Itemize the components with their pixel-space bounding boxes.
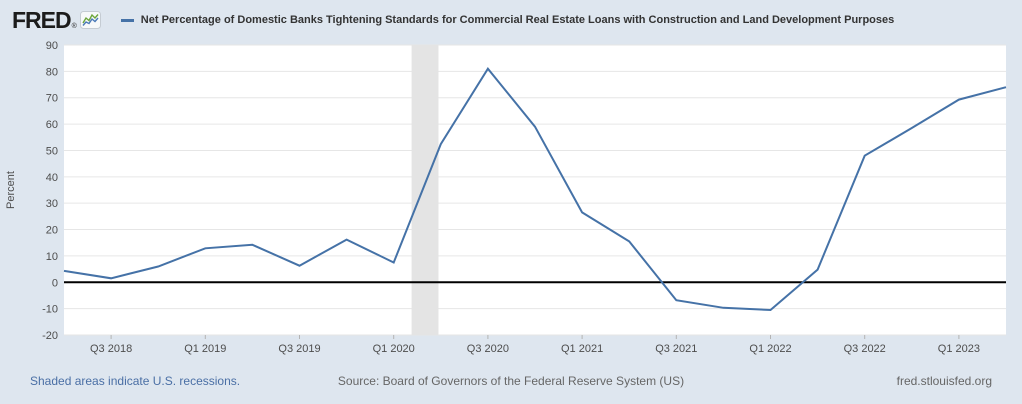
y-axis-tick-label: 90 [46, 40, 58, 52]
chart-header: FRED ® Net Percentage of Domestic Banks … [0, 0, 1022, 40]
registered-trademark-symbol: ® [71, 23, 77, 30]
fred-logo-text: FRED [12, 7, 72, 33]
y-axis-tick-label: 50 [46, 145, 58, 157]
y-axis-title: Percent [5, 171, 17, 209]
x-axis-tick-label: Q1 2023 [938, 343, 980, 355]
legend-line-marker [120, 18, 134, 22]
source-text: Source: Board of Governors of the Federa… [337, 374, 685, 388]
x-axis-tick-label: Q1 2020 [373, 343, 415, 355]
y-axis-tick-label: 80 [46, 66, 58, 78]
fred-site-link[interactable]: fred.stlouisfed.org [896, 374, 992, 388]
y-axis-tick-label: 0 [52, 277, 58, 289]
plot-area [64, 45, 1006, 335]
y-axis-tick-label: -10 [42, 304, 58, 316]
x-axis-tick-label: Q1 2019 [184, 343, 226, 355]
x-axis-tick-label: Q1 2021 [561, 343, 603, 355]
y-axis-tick-label: 20 [46, 225, 58, 237]
series-title-link[interactable]: Net Percentage of Domestic Banks Tighten… [140, 14, 895, 26]
y-axis-tick-label: 60 [46, 119, 58, 131]
x-axis-tick-label: Q3 2019 [278, 343, 320, 355]
y-axis-tick-label: 40 [46, 172, 58, 184]
x-axis-tick-label: Q3 2022 [844, 343, 886, 355]
chart-footer: Shaded areas indicate U.S. recessions. S… [0, 374, 1022, 394]
y-axis-tick-label: 30 [46, 198, 58, 210]
recessions-note-link[interactable]: Shaded areas indicate U.S. recessions. [30, 374, 241, 388]
x-axis-tick-label: Q1 2022 [749, 343, 791, 355]
y-axis-tick-label: 10 [46, 251, 58, 263]
series-line [63, 66, 1007, 312]
x-axis-tick-label: Q3 2018 [90, 343, 132, 355]
fred-logo-sparkline-icon [79, 11, 101, 29]
recession-band [411, 45, 439, 335]
y-axis-tick-label: -20 [42, 330, 58, 342]
x-axis-tick-label: Q3 2021 [655, 343, 697, 355]
x-axis-tick-label: Q3 2020 [467, 343, 509, 355]
y-axis-tick-label: 70 [46, 93, 58, 105]
fred-logo[interactable]: FRED ® [12, 7, 101, 33]
